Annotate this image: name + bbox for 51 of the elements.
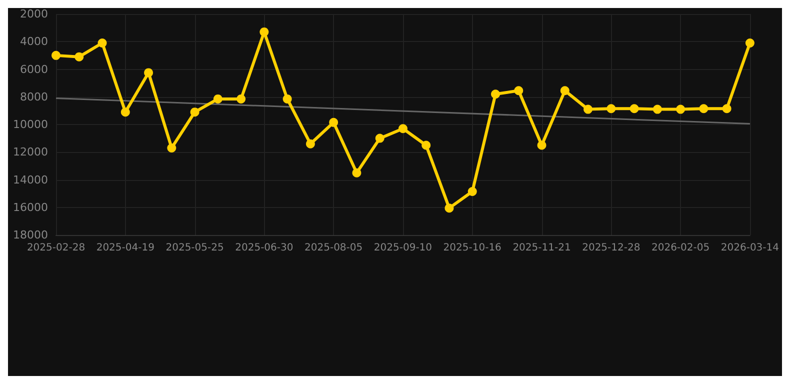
point (676, 104, 686, 114)
point (375, 134, 384, 143)
point (74, 52, 84, 62)
y-tick-label: 4000 (20, 35, 48, 48)
point (167, 143, 176, 152)
point (745, 38, 754, 48)
y-tick-label: 16000 (13, 200, 48, 214)
point (422, 140, 431, 150)
y-tick-label: 2000 (20, 8, 48, 20)
point (213, 94, 222, 104)
x-tick-label: 2025-09-10 (374, 242, 432, 254)
point (491, 90, 500, 99)
point (630, 104, 639, 114)
point (306, 139, 315, 148)
point (560, 86, 570, 96)
point (468, 186, 477, 196)
x-tick-label: 2025-05-25 (166, 242, 224, 254)
point (236, 94, 246, 104)
point (652, 104, 662, 114)
point (190, 108, 200, 117)
x-tick-label: 2025-12-28 (582, 242, 640, 254)
x-tick-label: 2025-11-21 (512, 242, 571, 254)
x-tick-label: 2026-03-14 (720, 242, 780, 254)
point (352, 168, 362, 178)
point (699, 104, 708, 114)
point (282, 94, 292, 104)
x-tick-label: 2026-02-05 (651, 242, 710, 254)
x-tick-label: 2025-06-30 (235, 242, 294, 254)
point (584, 104, 593, 114)
point (52, 50, 60, 60)
y-tick-label: 18000 (13, 228, 48, 242)
point (329, 118, 338, 127)
point (514, 86, 524, 96)
y-tick-label: 8000 (20, 90, 48, 104)
x-tick-label: 2025-04-19 (96, 242, 154, 254)
point (120, 108, 130, 117)
y-tick-label: 12000 (13, 146, 48, 159)
point (260, 27, 269, 36)
y-tick-label: 14000 (13, 173, 48, 186)
point (444, 204, 454, 213)
y-tick-label: 6000 (20, 62, 48, 76)
y-tick-label: 10000 (13, 118, 48, 131)
x-tick-label: 2025-10-16 (443, 242, 502, 254)
point (98, 38, 107, 48)
x-tick-label: 2025-02-28 (26, 242, 86, 254)
point (144, 68, 154, 78)
point (537, 140, 546, 150)
point (722, 104, 732, 114)
point (606, 104, 616, 114)
x-tick-label: 2025-08-05 (304, 242, 363, 254)
point (398, 124, 408, 134)
